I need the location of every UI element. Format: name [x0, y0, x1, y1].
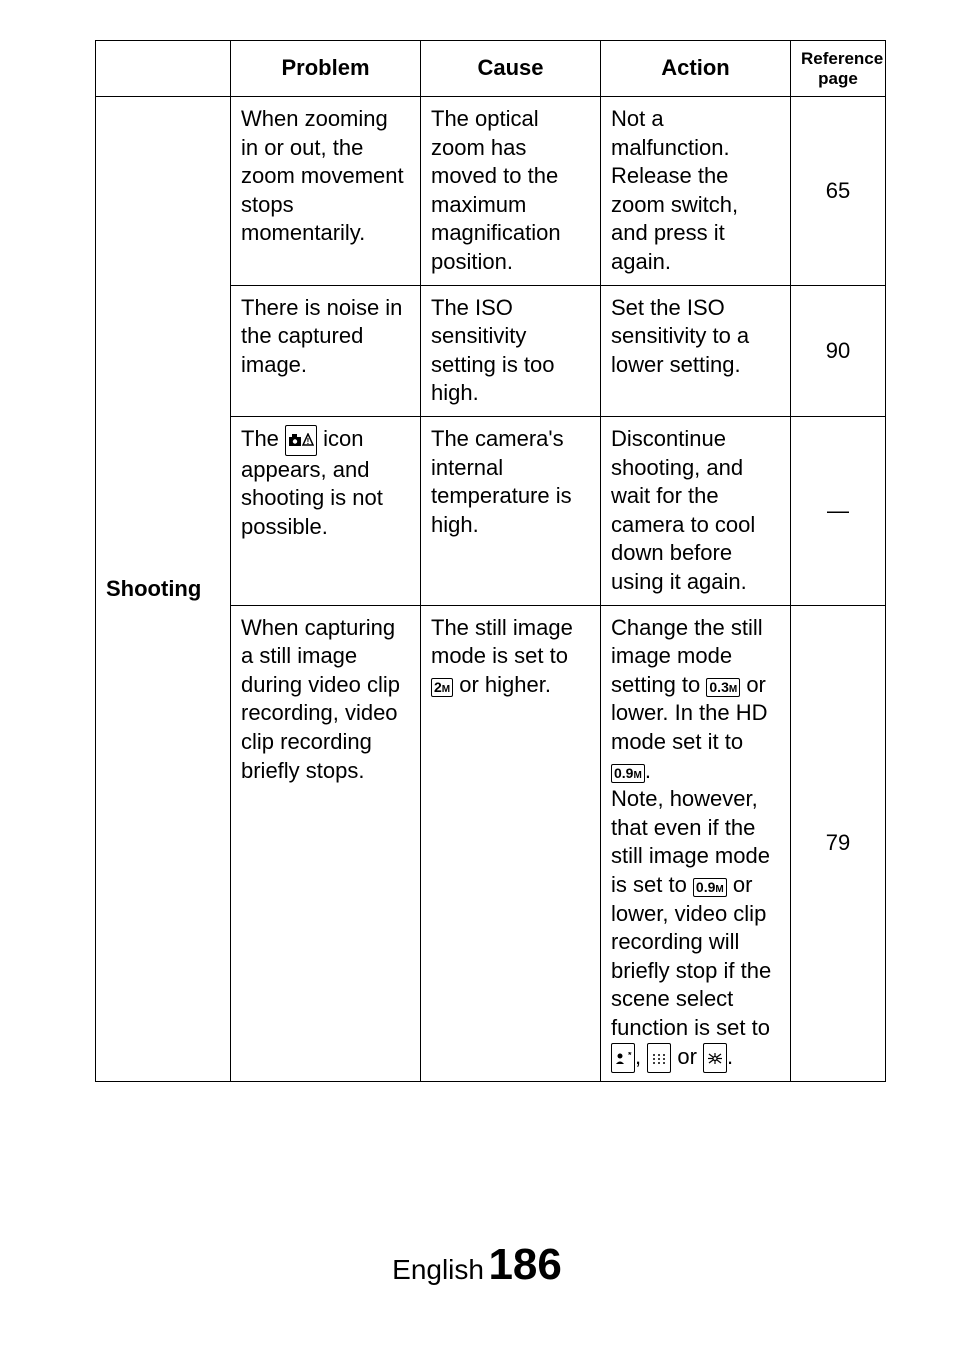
- res-09m-icon: 0.9M: [693, 878, 727, 897]
- text: The still image mode is set to: [431, 615, 573, 669]
- text: 0.3: [709, 679, 728, 695]
- ref-cell: 65: [791, 97, 886, 286]
- text: The: [241, 426, 285, 451]
- text: ,: [635, 1044, 641, 1069]
- header-action: Action: [601, 41, 791, 97]
- header-reference: Reference page: [791, 41, 886, 97]
- text: M: [729, 684, 737, 695]
- ref-cell: 90: [791, 285, 886, 416]
- svg-text:*: *: [628, 1052, 632, 1060]
- portrait-icon: *: [611, 1043, 635, 1074]
- text: M: [633, 770, 641, 781]
- header-problem: Problem: [231, 41, 421, 97]
- problem-cell: The ! icon appears, and shooting is not …: [231, 417, 421, 606]
- action-cell: Change the still image mode setting to 0…: [601, 605, 791, 1082]
- footer-language: English: [392, 1254, 484, 1285]
- category-cell: Shooting: [96, 97, 231, 1082]
- text: 2: [434, 679, 442, 695]
- svg-text:!: !: [307, 437, 310, 446]
- camera-warn-icon: !: [285, 425, 317, 456]
- header-blank: [96, 41, 231, 97]
- action-cell: Discontinue shooting, and wait for the c…: [601, 417, 791, 606]
- cause-cell: The optical zoom has moved to the maximu…: [421, 97, 601, 286]
- problem-cell: When zooming in or out, the zoom movemen…: [231, 97, 421, 286]
- text: or: [671, 1044, 703, 1069]
- ref-cell: —: [791, 417, 886, 606]
- page-footer: English 186: [0, 1240, 954, 1290]
- res-03m-icon: 0.3M: [706, 678, 740, 697]
- res-2m-icon: 2M: [431, 678, 453, 697]
- text: M: [442, 684, 450, 695]
- res-09m-icon: 0.9M: [611, 764, 645, 783]
- footer-page-number: 186: [488, 1240, 561, 1289]
- text: 0.9: [696, 879, 715, 895]
- text: M: [715, 884, 723, 895]
- table-row: Shooting When zooming in or out, the zoo…: [96, 97, 886, 286]
- cause-cell: The still image mode is set to 2M or hig…: [421, 605, 601, 1082]
- text: 0.9: [614, 765, 633, 781]
- text: or lower, video clip recording will brie…: [611, 872, 771, 1040]
- cause-cell: The ISO sensitivity setting is too high.: [421, 285, 601, 416]
- header-cause: Cause: [421, 41, 601, 97]
- text: .: [727, 1044, 733, 1069]
- action-cell: Not a malfunction. Release the zoom swit…: [601, 97, 791, 286]
- action-cell: Set the ISO sensitivity to a lower setti…: [601, 285, 791, 416]
- dots-icon: [647, 1043, 671, 1074]
- text: or higher.: [453, 672, 551, 697]
- problem-cell: There is noise in the captured image.: [231, 285, 421, 416]
- cause-cell: The camera's internal temperature is hig…: [421, 417, 601, 606]
- firework-icon: [703, 1043, 727, 1074]
- problem-cell: When capturing a still image during vide…: [231, 605, 421, 1082]
- ref-cell: 79: [791, 605, 886, 1082]
